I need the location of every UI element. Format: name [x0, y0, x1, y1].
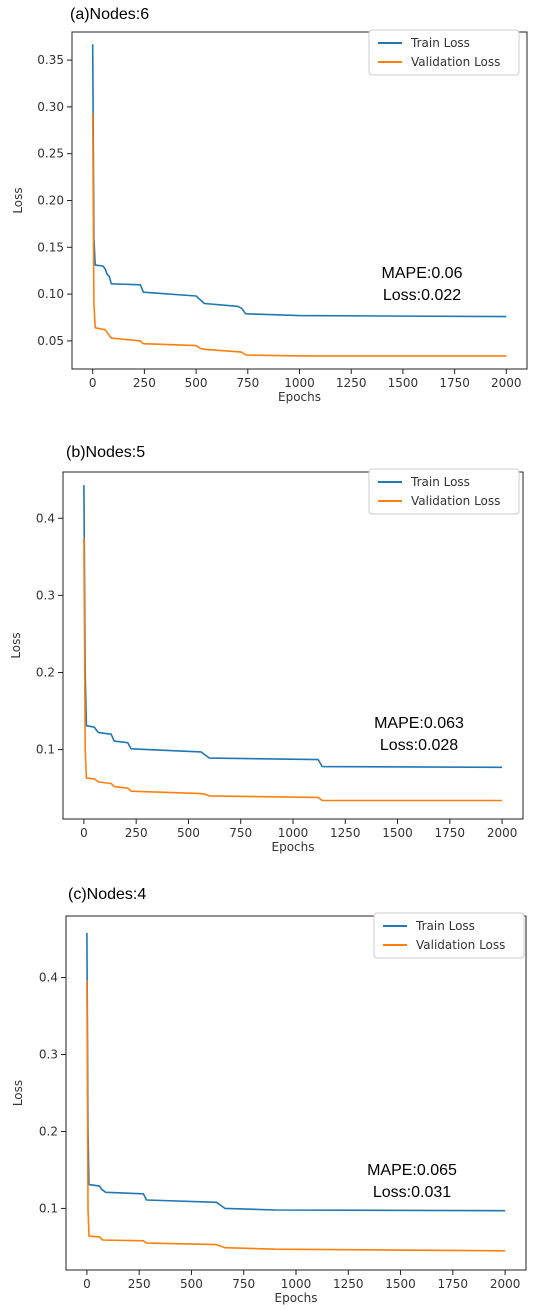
- legend: Train Loss Validation Loss: [368, 468, 520, 515]
- chart-a-svg: 0 250 500 750 1000 1250 1500 1750 2000 0.05 0.10 0.…: [11, 29, 528, 404]
- x-tick-label: 0: [89, 376, 97, 390]
- y-tick-label: 0.2: [36, 665, 55, 679]
- chart-b-svg: 0 250 500 750 1000 1250 1500 1750 2000 0.1 0.2 0.3 0…: [9, 468, 524, 854]
- x-axis-label: Epochs: [272, 840, 315, 854]
- legend-label: Validation Loss: [411, 55, 500, 69]
- y-tick-label: 0.4: [36, 511, 55, 525]
- x-tick-label: 500: [177, 826, 200, 840]
- annotation-text: MAPE:0.065: [367, 1162, 457, 1179]
- x-tick-label: 1250: [336, 376, 367, 390]
- x-tick-label: 500: [180, 1277, 203, 1291]
- chart-c-svg: 0 250 500 750 1000 1250 1500 1750 2000 0.1 0.2 0.3 0…: [11, 912, 527, 1305]
- y-axis-label: Loss: [9, 632, 23, 658]
- annotation-text: Loss:0.031: [373, 1184, 451, 1201]
- chart-c-title: (c)Nodes:4: [68, 886, 147, 903]
- legend-label: Validation Loss: [411, 494, 500, 508]
- y-tick-label: 0.2: [39, 1124, 58, 1138]
- series-line-train-loss: [91, 44, 507, 318]
- series-line-train-loss: [86, 932, 506, 1212]
- x-tick-label: 250: [128, 1277, 151, 1291]
- x-tick-label: 0: [83, 1277, 91, 1291]
- x-tick-label: 2000: [491, 376, 522, 390]
- y-tick-label: 0.20: [37, 194, 64, 208]
- x-tick-label: 2000: [487, 826, 518, 840]
- legend-label: Validation Loss: [416, 938, 505, 952]
- x-tick-label: 500: [185, 376, 208, 390]
- y-tick-label: 0.15: [37, 240, 64, 254]
- x-tick-label: 1000: [284, 376, 315, 390]
- y-tick-label: 0.3: [39, 1048, 58, 1062]
- x-tick-label: 1500: [385, 1277, 416, 1291]
- series-line-validation-loss: [91, 113, 507, 357]
- x-tick-label: 1500: [382, 826, 413, 840]
- plot-frame-c: [65, 915, 527, 1271]
- legend-box: [368, 29, 520, 76]
- legend: Train Loss Validation Loss: [368, 29, 520, 76]
- series-line-validation-loss: [86, 979, 506, 1252]
- y-tick-label: 0.05: [37, 334, 64, 348]
- y-axis-label: Loss: [11, 1080, 25, 1106]
- x-tick-label: 750: [236, 376, 259, 390]
- x-tick-label: 1000: [281, 1277, 312, 1291]
- chart-b-title: (b)Nodes:5: [66, 444, 146, 461]
- y-tick-label: 0.35: [37, 53, 64, 67]
- legend: Train Loss Validation Loss: [373, 912, 525, 959]
- x-tick-label: 2000: [490, 1277, 521, 1291]
- x-tick-label: 250: [125, 826, 148, 840]
- x-tick-label: 750: [232, 1277, 255, 1291]
- x-tick-label: 1750: [435, 826, 466, 840]
- plot-frame-b: [62, 471, 524, 820]
- x-axis-label: Epochs: [278, 390, 321, 404]
- plot-frame-a: [71, 31, 528, 370]
- y-tick-label: 0.25: [37, 147, 64, 161]
- y-tick-label: 0.30: [37, 100, 64, 114]
- legend-label: Train Loss: [410, 475, 470, 489]
- annotation-text: Loss:0.022: [383, 287, 461, 304]
- legend-box: [368, 468, 520, 515]
- annotation-text: MAPE:0.063: [374, 715, 464, 732]
- y-tick-label: 0.4: [39, 971, 58, 985]
- y-axis-label: Loss: [11, 187, 25, 213]
- x-tick-label: 750: [229, 826, 252, 840]
- y-tick-label: 0.10: [37, 287, 64, 301]
- x-tick-label: 1000: [278, 826, 309, 840]
- y-tick-label: 0.1: [39, 1201, 58, 1215]
- chart-a-title: (a)Nodes:6: [70, 6, 150, 23]
- annotation-text: Loss:0.028: [380, 737, 458, 754]
- x-tick-label: 1250: [333, 1277, 364, 1291]
- x-tick-label: 1750: [438, 1277, 469, 1291]
- annotation-text: MAPE:0.06: [382, 265, 463, 282]
- chart-panel-a: 0 250 500 750 1000 1250 1500 1750 2000 0.05 0.10 0.…: [0, 0, 550, 428]
- x-tick-label: 0: [80, 826, 88, 840]
- x-tick-label: 250: [133, 376, 156, 390]
- x-tick-label: 1250: [330, 826, 361, 840]
- legend-label: Train Loss: [415, 919, 475, 933]
- chart-panel-c: 0 250 500 750 1000 1250 1500 1750 2000 0.1 0.2 0.3 0…: [0, 880, 550, 1309]
- y-tick-label: 0.3: [36, 588, 55, 602]
- x-tick-label: 1750: [439, 376, 470, 390]
- x-tick-label: 1500: [388, 376, 419, 390]
- y-tick-label: 0.1: [36, 743, 55, 757]
- legend-label: Train Loss: [410, 36, 470, 50]
- x-axis-label: Epochs: [275, 1291, 318, 1305]
- legend-box: [373, 912, 525, 959]
- series-line-validation-loss: [83, 537, 503, 802]
- series-line-train-loss: [83, 485, 503, 769]
- chart-panel-b: 0 250 500 750 1000 1250 1500 1750 2000 0.1 0.2 0.3 0…: [0, 438, 550, 878]
